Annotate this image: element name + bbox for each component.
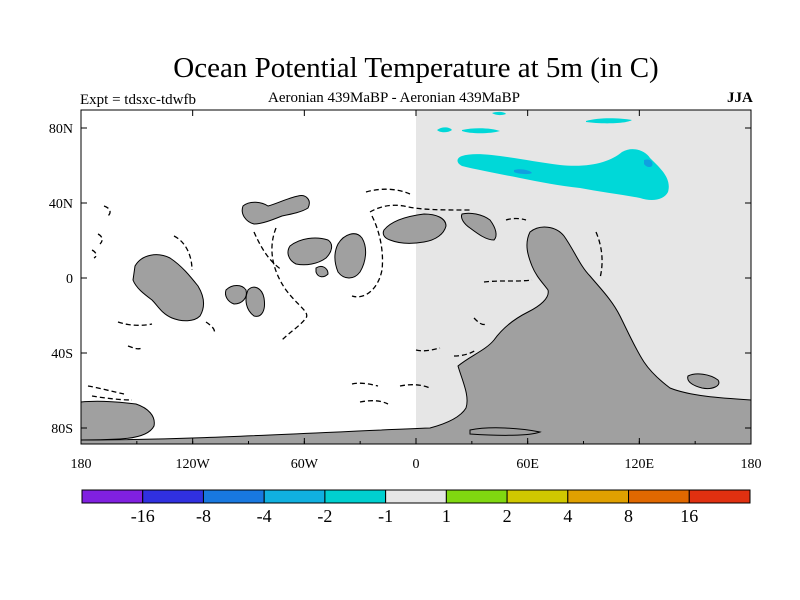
contour-line [205,321,216,335]
colorbar-label: -1 [378,506,393,526]
colorbar-label: -16 [131,506,155,526]
land-gondwana [81,226,751,444]
colorbar-label: 4 [563,506,572,526]
y-tick-label: 80S [51,422,73,437]
land-islet [334,233,367,279]
colorbar-box [202,489,265,504]
cooling-anomaly-core [644,159,653,168]
land-north-china [461,212,497,241]
contour-line [369,204,471,213]
season-label: JJA [727,90,753,106]
colorbar [81,489,751,504]
x-tick-label: 180 [741,457,762,472]
contour-line [505,217,527,221]
land-laurentia [132,254,205,322]
cooling-anomaly-polar [492,111,506,116]
colorbar-box [324,489,387,504]
y-tick-label: 80N [49,122,73,137]
colorbar-label: -4 [257,506,272,526]
colorbar-labels: -16 -8 -4 -2 -1 1 2 4 8 16 [131,506,699,526]
y-axis: 80N 40N 0 40S 80S [49,122,751,437]
land-siberia [287,237,333,266]
period-subtitle: Aeronian 439MaBP - Aeronian 439MaBP [268,90,520,106]
contour-line [399,384,431,389]
colorbar-box [263,489,326,504]
x-tick-label: 120W [176,457,211,472]
x-tick-label: 60W [291,457,319,472]
contour-line [359,400,389,405]
y-tick-label: 40S [51,347,73,362]
contour-lines [87,188,603,405]
contour-line [453,349,477,357]
y-tick-label: 0 [66,272,73,287]
colorbar-box [445,489,508,504]
contour-line [91,249,97,259]
contour-line [127,345,143,350]
colorbar-label: 16 [680,506,698,526]
colorbar-box [385,489,447,504]
contour-line [351,215,384,298]
contour-line [87,385,125,395]
contour-line [117,321,153,326]
contour-line [595,231,603,279]
colorbar-box [628,489,690,504]
land-islet [315,265,329,278]
cooling-anomaly-north [457,149,669,200]
colorbar-label: -8 [196,506,211,526]
x-axis: 180 120W 60W 0 60E 120E 180 [71,110,762,472]
contour-line [271,227,308,341]
y-tick-label: 40N [49,197,73,212]
colorbar-label: 1 [442,506,451,526]
colorbar-box [567,489,630,504]
contour-line [473,317,487,326]
colorbar-label: 8 [624,506,633,526]
contour-line [415,347,441,352]
contour-line [351,382,379,387]
contour-line [103,205,111,217]
x-tick-label: 180 [71,457,92,472]
contour-line [253,231,283,271]
land-islet [245,286,265,317]
contour-line [91,395,133,401]
cooling-anomaly-polar [586,118,632,124]
x-tick-label: 0 [413,457,420,472]
x-tick-label: 60E [516,457,539,472]
map-title: Ocean Potential Temperature at 5m (in C) [173,52,659,84]
colorbar-box [81,489,144,504]
cooling-anomaly-polar [437,127,452,133]
colorbar-label: 2 [503,506,512,526]
contour-line [97,233,103,245]
continents [81,195,751,444]
colorbar-label: -2 [317,506,332,526]
colorbar-box [506,489,569,504]
land-southwest [81,400,155,441]
land-kazakhstania [382,213,447,244]
contour-line [483,279,533,283]
colorbar-box [688,489,751,504]
land-islet [687,373,720,389]
land-baltica [241,195,310,225]
cooling-anomaly-polar [462,128,500,134]
land-islet [225,285,247,305]
land-islet [469,427,542,436]
experiment-label: Expt = tdsxc-tdwfb [80,92,196,108]
contour-line [365,188,411,195]
colorbar-box [142,489,204,504]
x-tick-label: 120E [625,457,655,472]
contour-line [173,235,193,271]
cooling-anomaly-core [514,169,532,175]
